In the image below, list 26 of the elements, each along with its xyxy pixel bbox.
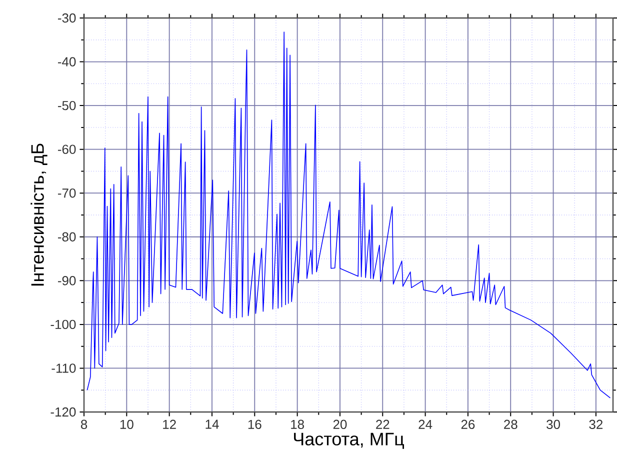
y-tick-label: -70	[58, 188, 76, 198]
x-tick-label: 26	[461, 420, 475, 430]
y-tick-label: -30	[58, 13, 76, 23]
x-tick-label: 18	[291, 420, 304, 430]
x-tick-label: 16	[248, 420, 262, 430]
y-tick-label: -90	[58, 276, 76, 286]
y-axis-title: Інтенсивність, дБ	[30, 144, 48, 286]
x-tick-label: 12	[163, 420, 176, 429]
y-tick-label: -60	[58, 144, 76, 154]
y-tick-label: -110	[52, 364, 76, 373]
x-tick-label: 32	[589, 420, 603, 430]
y-tick-label: -100	[50, 320, 76, 330]
x-tick-label: 14	[206, 420, 219, 429]
y-tick-label: -120	[50, 407, 76, 417]
x-tick-label: 10	[120, 420, 134, 430]
x-tick-label: 20	[333, 420, 347, 430]
x-tick-label: 8	[80, 420, 88, 430]
y-tick-label: -40	[58, 57, 76, 66]
x-axis-title: Частота, МГц	[294, 432, 404, 449]
x-tick-label: 22	[376, 420, 390, 429]
y-tick-label: -80	[58, 232, 76, 242]
x-tick-label: 24	[418, 420, 432, 429]
line-series	[86, 32, 611, 398]
y-tick-label: -50	[58, 100, 76, 110]
x-tick-label: 30	[546, 420, 560, 430]
x-tick-label: 28	[504, 420, 518, 430]
